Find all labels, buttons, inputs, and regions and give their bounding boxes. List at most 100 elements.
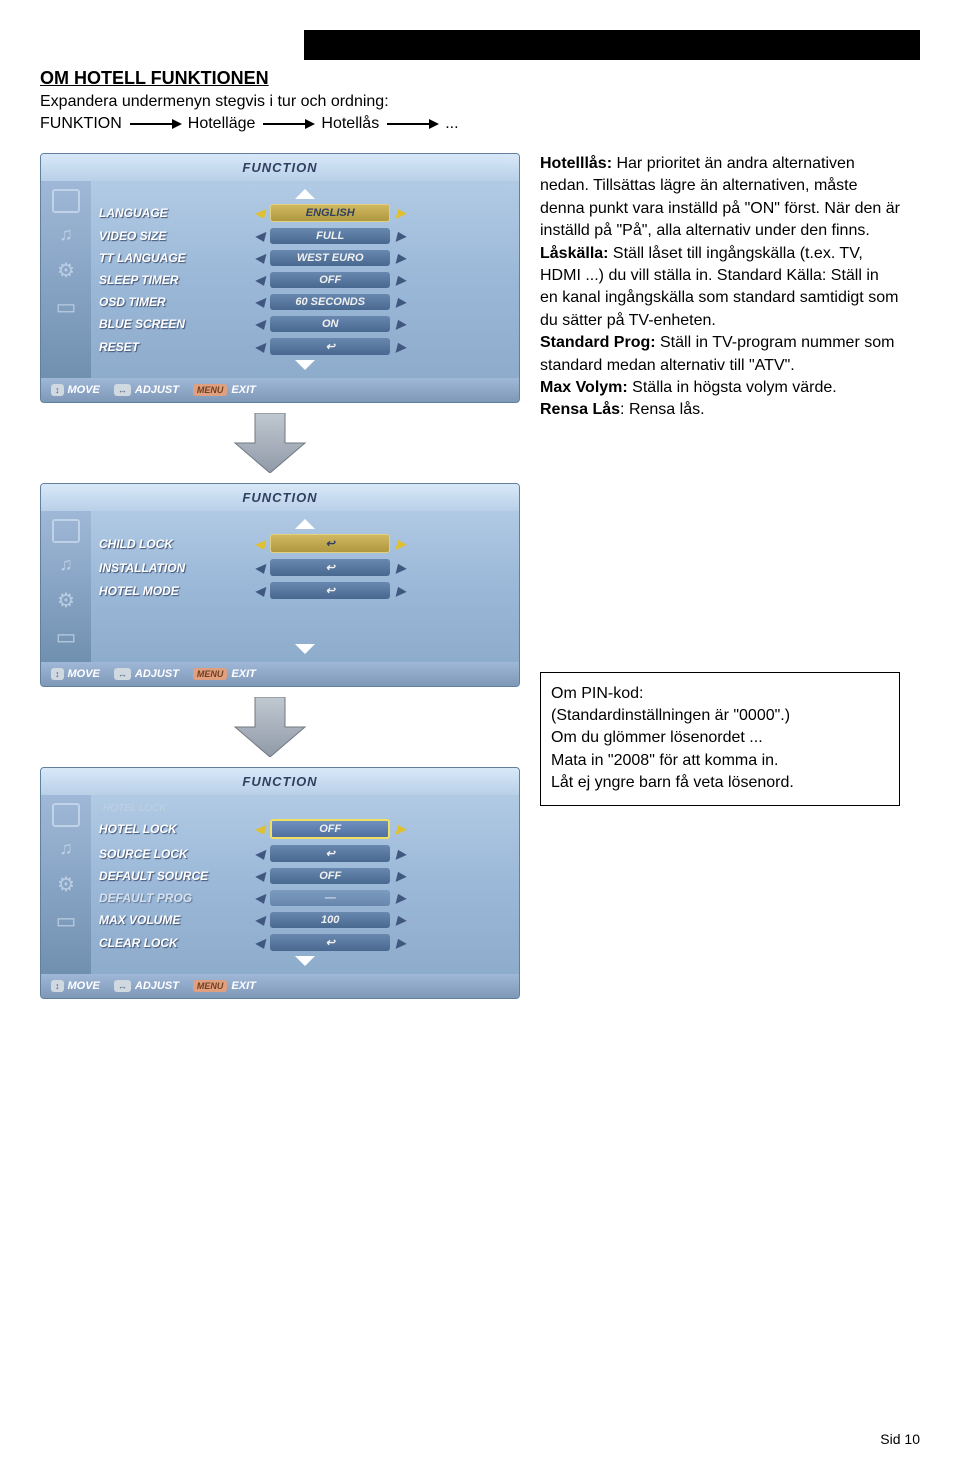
settings-icon[interactable]: [52, 261, 80, 285]
right-arrow-icon[interactable]: ▶: [390, 822, 411, 836]
left-arrow-icon[interactable]: ◀: [249, 251, 270, 265]
nav-down[interactable]: [99, 954, 511, 968]
breadcrumb-item: Hotellås: [321, 115, 379, 133]
tv-icon[interactable]: [52, 297, 80, 321]
music-icon[interactable]: [52, 839, 80, 863]
menu-row-language[interactable]: LANGUAGE◀ENGLISH▶: [99, 201, 511, 225]
menu-key-icon: MENU: [193, 668, 228, 680]
pin-line: Om du glömmer lösenordet ...: [551, 727, 889, 749]
tv-icon[interactable]: [52, 627, 80, 651]
menu-row-sleeptimer[interactable]: SLEEP TIMER◀OFF▶: [99, 269, 511, 291]
right-arrow-icon[interactable]: ▶: [390, 847, 411, 861]
left-arrow-icon[interactable]: ◀: [249, 340, 270, 354]
adjust-key-icon: ↔: [114, 668, 131, 680]
left-arrow-icon[interactable]: ◀: [249, 847, 270, 861]
left-arrow-icon[interactable]: ◀: [249, 537, 270, 551]
move-key-icon: ↕: [51, 980, 64, 992]
menu-row-maxvolume[interactable]: MAX VOLUME◀100▶: [99, 909, 511, 931]
left-arrow-icon[interactable]: ◀: [249, 936, 270, 950]
pin-line: Låt ej yngre barn få veta lösenord.: [551, 772, 889, 794]
move-key-icon: ↕: [51, 668, 64, 680]
pin-line: Mata in "2008" för att komma in.: [551, 750, 889, 772]
adjust-key-icon: ↔: [114, 384, 131, 396]
osd-panel-hotellock: FUNCTION HOTEL LOCK HOTEL LOCK◀OFF▶ SOUR…: [40, 767, 520, 999]
pin-line: (Standardinställningen är "0000".): [551, 705, 889, 727]
osd-title: FUNCTION: [41, 154, 519, 181]
right-arrow-icon[interactable]: ▶: [390, 295, 411, 309]
right-arrow-icon[interactable]: ▶: [390, 537, 411, 551]
screen-icon[interactable]: [52, 519, 80, 543]
left-arrow-icon[interactable]: ◀: [249, 561, 270, 575]
right-arrow-icon[interactable]: ▶: [390, 869, 411, 883]
right-arrow-icon[interactable]: ▶: [390, 561, 411, 575]
arrow-right-icon: [263, 123, 313, 125]
right-arrow-icon[interactable]: ▶: [390, 229, 411, 243]
move-key-icon: ↕: [51, 384, 64, 396]
right-arrow-icon[interactable]: ▶: [390, 891, 411, 905]
left-arrow-icon[interactable]: ◀: [249, 891, 270, 905]
osd-subhead: HOTEL LOCK: [99, 801, 511, 816]
osd-title: FUNCTION: [41, 484, 519, 511]
osd-panel-function-1: FUNCTION LANGUAGE◀ENGLISH▶ VIDEO SIZE◀FU…: [40, 153, 520, 403]
menu-row-hotelmode[interactable]: HOTEL MODE◀↩▶: [99, 579, 511, 602]
menu-row-installation[interactable]: INSTALLATION◀↩▶: [99, 556, 511, 579]
screen-icon[interactable]: [52, 189, 80, 213]
menu-row-defaultsource[interactable]: DEFAULT SOURCE◀OFF▶: [99, 865, 511, 887]
pin-line: Om PIN-kod:: [551, 683, 889, 705]
nav-down[interactable]: [99, 358, 511, 372]
left-arrow-icon[interactable]: ◀: [249, 206, 270, 220]
menu-row-defaultprog[interactable]: DEFAULT PROG◀—▶: [99, 887, 511, 909]
osd-sidebar-icons: [41, 795, 91, 974]
breadcrumb-item: Hotelläge: [188, 115, 256, 133]
menu-row-clearlock[interactable]: CLEAR LOCK◀↩▶: [99, 931, 511, 954]
right-arrow-icon[interactable]: ▶: [390, 584, 411, 598]
osd-footer: ↕MOVE ↔ADJUST MENUEXIT: [41, 378, 519, 402]
right-arrow-icon[interactable]: ▶: [390, 206, 411, 220]
left-arrow-icon[interactable]: ◀: [249, 822, 270, 836]
menu-row-childlock[interactable]: CHILD LOCK◀↩▶: [99, 531, 511, 556]
breadcrumb-item: FUNKTION: [40, 115, 122, 133]
menu-row-ttlanguage[interactable]: TT LANGUAGE◀WEST EURO▶: [99, 247, 511, 269]
music-icon[interactable]: [52, 225, 80, 249]
left-arrow-icon[interactable]: ◀: [249, 229, 270, 243]
left-arrow-icon[interactable]: ◀: [249, 295, 270, 309]
arrow-right-icon: [130, 123, 180, 125]
nav-up[interactable]: [99, 187, 511, 201]
menu-row-videosize[interactable]: VIDEO SIZE◀FULL▶: [99, 225, 511, 247]
desc-standardprog: Standard Prog: Ställ in TV-program numme…: [540, 332, 900, 377]
breadcrumb-item: ...: [445, 115, 458, 133]
settings-icon[interactable]: [52, 875, 80, 899]
screen-icon[interactable]: [52, 803, 80, 827]
menu-row-osdtimer[interactable]: OSD TIMER◀60 SECONDS▶: [99, 291, 511, 313]
page-subtitle: Expandera undermenyn stegvis i tur och o…: [40, 93, 920, 111]
settings-icon[interactable]: [52, 591, 80, 615]
right-arrow-icon[interactable]: ▶: [390, 251, 411, 265]
left-arrow-icon[interactable]: ◀: [249, 273, 270, 287]
osd-sidebar-icons: [41, 181, 91, 378]
left-arrow-icon[interactable]: ◀: [249, 317, 270, 331]
adjust-key-icon: ↔: [114, 980, 131, 992]
desc-maxvolym: Max Volym: Ställa in högsta volym värde.: [540, 377, 900, 399]
menu-row-hotellock[interactable]: HOTEL LOCK◀OFF▶: [99, 816, 511, 842]
menu-row-reset[interactable]: RESET◀↩▶: [99, 335, 511, 358]
left-arrow-icon[interactable]: ◀: [249, 584, 270, 598]
right-arrow-icon[interactable]: ▶: [390, 936, 411, 950]
breadcrumb: FUNKTION Hotelläge Hotellås ...: [40, 115, 920, 133]
left-arrow-icon[interactable]: ◀: [249, 913, 270, 927]
right-arrow-icon[interactable]: ▶: [390, 340, 411, 354]
right-arrow-icon[interactable]: ▶: [390, 317, 411, 331]
nav-down[interactable]: [99, 642, 511, 656]
nav-up[interactable]: [99, 517, 511, 531]
down-arrow-icon: [230, 697, 310, 757]
osd-footer: ↕MOVE ↔ADJUST MENUEXIT: [41, 974, 519, 998]
black-header-bar: [304, 30, 920, 60]
menu-key-icon: MENU: [193, 384, 228, 396]
right-arrow-icon[interactable]: ▶: [390, 273, 411, 287]
music-icon[interactable]: [52, 555, 80, 579]
menu-row-sourcelock[interactable]: SOURCE LOCK◀↩▶: [99, 842, 511, 865]
page-number: Sid 10: [880, 1431, 920, 1447]
left-arrow-icon[interactable]: ◀: [249, 869, 270, 883]
tv-icon[interactable]: [52, 911, 80, 935]
menu-row-bluescreen[interactable]: BLUE SCREEN◀ON▶: [99, 313, 511, 335]
right-arrow-icon[interactable]: ▶: [390, 913, 411, 927]
